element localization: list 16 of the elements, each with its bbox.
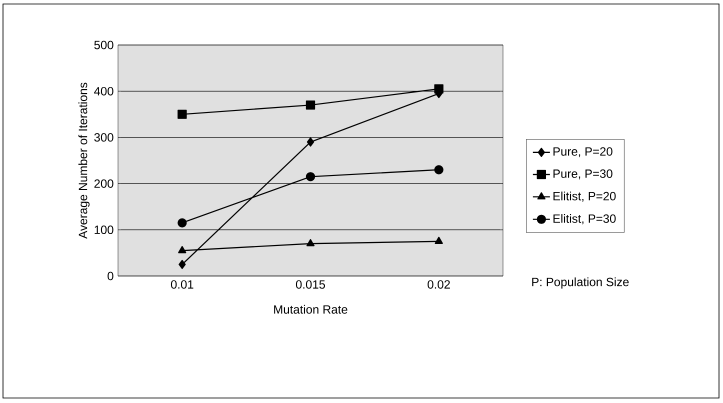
y-tick-label: 300: [94, 133, 114, 142]
text: P: Population Size: [532, 277, 629, 289]
x-axis-title: Mutation Rate: [274, 304, 348, 314]
legend-label: Elitist, P=20: [553, 192, 616, 202]
x-tick-label: 0.02: [428, 280, 450, 289]
x-tick-label: 0.015: [296, 280, 326, 289]
y-tick-label: 500: [94, 40, 114, 50]
legend-label: Pure, P=30: [553, 169, 612, 180]
y-tick-label: 400: [94, 86, 114, 96]
y-axis-title: Average Number of Iterations: [78, 82, 90, 239]
y-tick-label: 100: [94, 226, 114, 234]
y-tick-label: 0: [108, 272, 114, 280]
x-tick-label: 0.01: [170, 280, 194, 289]
y-tick-label: 200: [94, 179, 114, 188]
legend-label: Elitist, P=30: [553, 214, 616, 224]
legend-label: Pure, P=20: [553, 147, 612, 158]
